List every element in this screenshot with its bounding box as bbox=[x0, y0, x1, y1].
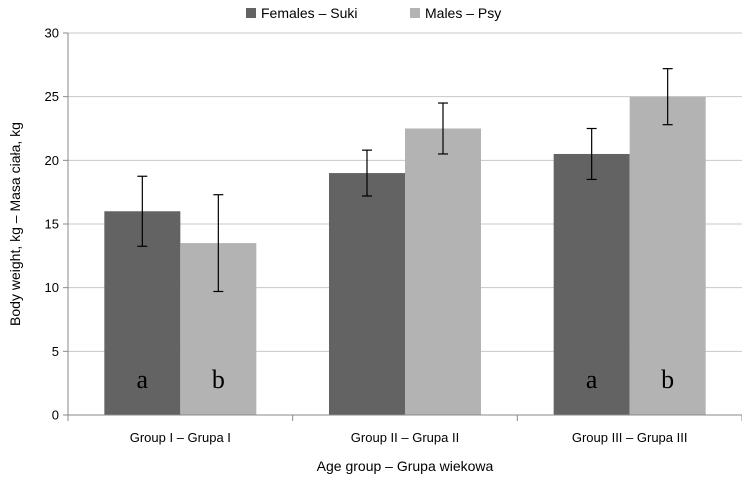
legend-swatch-males bbox=[410, 8, 420, 18]
y-tick-labels: 0 5 10 15 20 25 30 bbox=[45, 26, 68, 423]
significance-label: a bbox=[137, 365, 149, 394]
y-tick-label: 30 bbox=[45, 26, 59, 41]
significance-label: a bbox=[586, 365, 598, 394]
bar bbox=[629, 96, 706, 416]
legend-label-males: Males – Psy bbox=[425, 5, 501, 21]
y-tick-label: 15 bbox=[45, 217, 59, 232]
bars bbox=[104, 96, 706, 416]
y-axis-title: Body weight, kg – Masa ciała, kg bbox=[7, 122, 23, 326]
significance-label: b bbox=[661, 365, 674, 394]
bar bbox=[405, 128, 481, 415]
x-tick-label: Group II – Grupa II bbox=[351, 430, 459, 445]
y-tick-label: 5 bbox=[52, 344, 59, 359]
y-tick-label: 20 bbox=[45, 153, 59, 168]
y-tick-label: 25 bbox=[45, 89, 59, 104]
significance-label: b bbox=[212, 365, 225, 394]
x-tick-labels: Group I – Grupa I Group II – Grupa II Grou… bbox=[67, 415, 742, 445]
x-tick-label: Group III – Grupa III bbox=[572, 430, 688, 445]
bar bbox=[553, 153, 630, 415]
x-tick-label: Group I – Grupa I bbox=[130, 430, 231, 445]
error-bars bbox=[137, 68, 673, 293]
y-tick-label: 10 bbox=[45, 280, 59, 295]
x-axis-title: Age group – Grupa wiekowa bbox=[317, 458, 494, 474]
legend: Females – Suki Males – Psy bbox=[246, 5, 501, 21]
y-tick-label: 0 bbox=[52, 408, 59, 423]
legend-label-females: Females – Suki bbox=[261, 5, 357, 21]
bar bbox=[329, 173, 405, 415]
legend-swatch-females bbox=[246, 8, 256, 18]
